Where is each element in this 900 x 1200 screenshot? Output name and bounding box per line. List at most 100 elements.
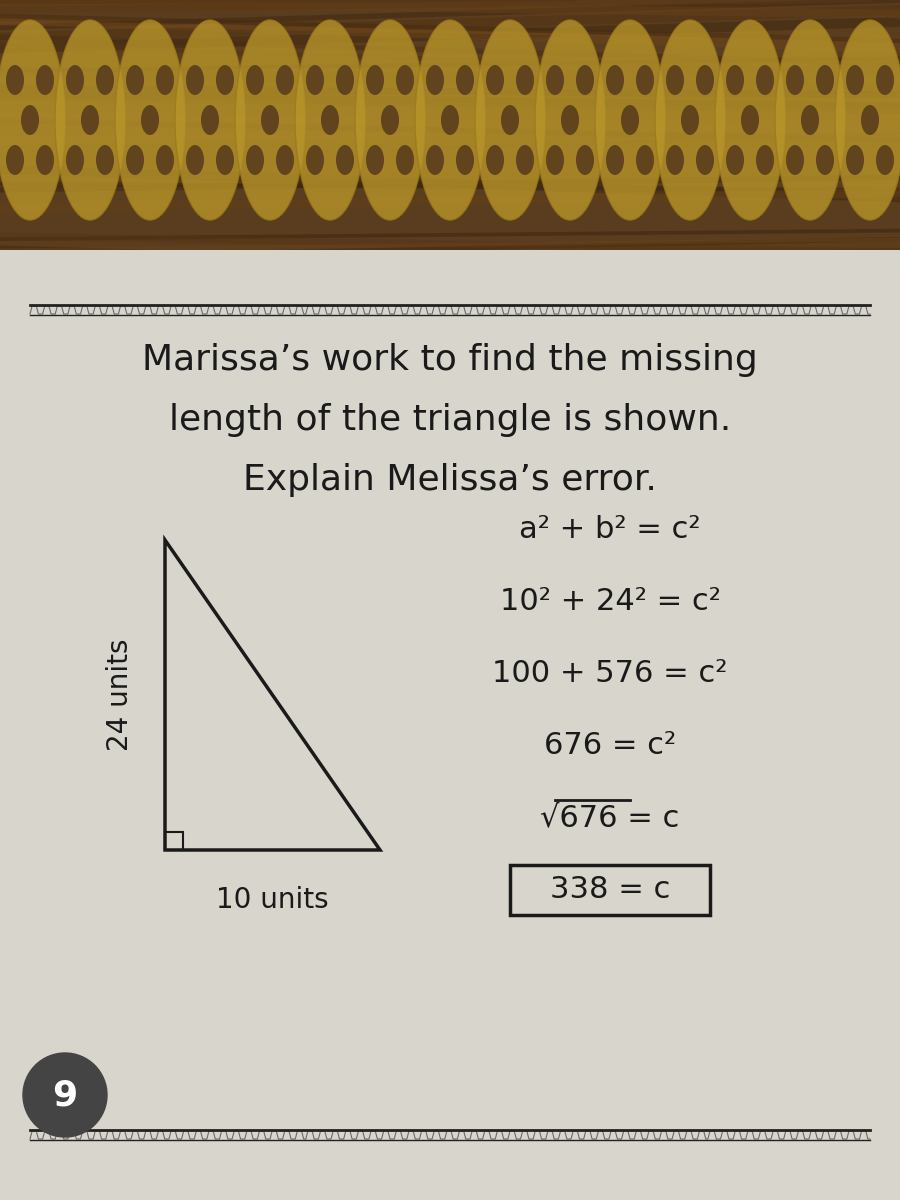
Ellipse shape [666,65,684,95]
Ellipse shape [36,145,54,175]
Ellipse shape [6,65,24,95]
Ellipse shape [876,65,894,95]
Ellipse shape [576,65,594,95]
Ellipse shape [486,145,504,175]
Ellipse shape [861,104,879,134]
Ellipse shape [336,145,354,175]
Ellipse shape [801,104,819,134]
Ellipse shape [336,65,354,95]
Ellipse shape [295,20,365,220]
Ellipse shape [456,145,474,175]
Ellipse shape [606,65,624,95]
Bar [0,0,900,310]
Text: 24 units: 24 units [106,638,134,751]
Ellipse shape [816,145,834,175]
Ellipse shape [775,20,845,220]
Ellipse shape [846,65,864,95]
Ellipse shape [835,20,900,220]
Text: length of the triangle is shown.: length of the triangle is shown. [169,403,731,437]
Ellipse shape [366,145,384,175]
Ellipse shape [786,65,804,95]
Ellipse shape [246,65,264,95]
Ellipse shape [246,145,264,175]
Ellipse shape [621,104,639,134]
Ellipse shape [715,20,785,220]
Ellipse shape [501,104,519,134]
Ellipse shape [36,65,54,95]
Ellipse shape [126,65,144,95]
Ellipse shape [546,65,564,95]
Ellipse shape [456,65,474,95]
Text: 676 = c²: 676 = c² [544,732,676,761]
Ellipse shape [96,145,114,175]
Ellipse shape [396,145,414,175]
Ellipse shape [726,65,744,95]
Text: 338 = c: 338 = c [550,876,670,905]
Ellipse shape [276,145,294,175]
Ellipse shape [201,104,219,134]
Ellipse shape [306,145,324,175]
Ellipse shape [696,145,714,175]
Ellipse shape [655,20,725,220]
Bar [0,250,900,1200]
Text: Marissa’s work to find the missing: Marissa’s work to find the missing [142,343,758,377]
Ellipse shape [595,20,665,220]
Ellipse shape [415,20,485,220]
Ellipse shape [846,145,864,175]
Ellipse shape [175,20,245,220]
Ellipse shape [141,104,159,134]
Ellipse shape [636,65,654,95]
Ellipse shape [786,145,804,175]
Ellipse shape [381,104,399,134]
Ellipse shape [216,65,234,95]
Ellipse shape [306,65,324,95]
Ellipse shape [475,20,545,220]
Ellipse shape [561,104,579,134]
Ellipse shape [546,145,564,175]
Ellipse shape [156,145,174,175]
Text: 10 units: 10 units [216,886,328,914]
Ellipse shape [186,145,204,175]
Ellipse shape [636,145,654,175]
Ellipse shape [126,145,144,175]
Ellipse shape [876,145,894,175]
Ellipse shape [396,65,414,95]
Ellipse shape [441,104,459,134]
Ellipse shape [426,145,444,175]
Ellipse shape [216,145,234,175]
Ellipse shape [606,145,624,175]
Ellipse shape [696,65,714,95]
Ellipse shape [816,65,834,95]
Ellipse shape [81,104,99,134]
Ellipse shape [186,65,204,95]
Text: Explain Melissa’s error.: Explain Melissa’s error. [243,463,657,497]
Ellipse shape [156,65,174,95]
Ellipse shape [516,145,534,175]
Text: a² + b² = c²: a² + b² = c² [519,516,701,545]
Ellipse shape [666,145,684,175]
Ellipse shape [235,20,305,220]
Text: 100 + 576 = c²: 100 + 576 = c² [492,660,728,689]
Bar [165,832,183,850]
Ellipse shape [0,20,65,220]
Ellipse shape [55,20,125,220]
Ellipse shape [115,20,185,220]
Ellipse shape [516,65,534,95]
Text: 10² + 24² = c²: 10² + 24² = c² [500,588,720,617]
Ellipse shape [96,65,114,95]
Ellipse shape [276,65,294,95]
Ellipse shape [366,65,384,95]
Ellipse shape [486,65,504,95]
Ellipse shape [261,104,279,134]
Ellipse shape [756,65,774,95]
Text: 9: 9 [52,1078,77,1112]
Ellipse shape [726,145,744,175]
Ellipse shape [426,65,444,95]
Ellipse shape [66,65,84,95]
Ellipse shape [535,20,605,220]
Ellipse shape [66,145,84,175]
Ellipse shape [576,145,594,175]
Ellipse shape [681,104,699,134]
Ellipse shape [21,104,39,134]
Ellipse shape [741,104,759,134]
